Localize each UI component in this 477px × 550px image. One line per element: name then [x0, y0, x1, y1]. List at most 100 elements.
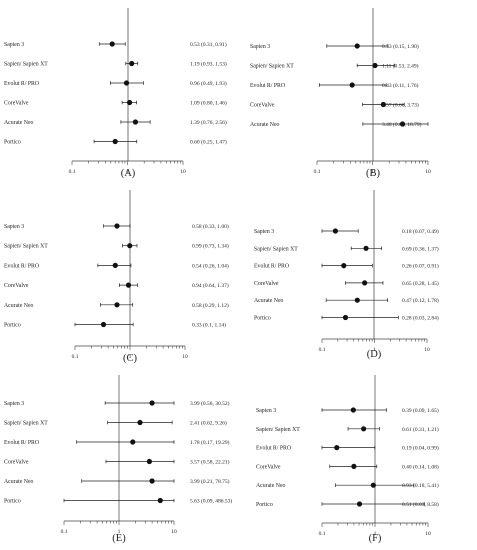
estimate-text: 2.41 (0.62, 9.26): [190, 420, 227, 427]
x-tick-label: 0.1: [319, 531, 326, 537]
point-estimate: [109, 41, 115, 47]
estimate-text: 0.61 (0.31, 1.21): [402, 426, 439, 433]
x-tick-label: 0.1: [72, 354, 79, 360]
point-estimate: [100, 321, 107, 328]
panel-label: (E): [112, 533, 126, 544]
row-label: Evolut R/ PRO: [4, 440, 39, 446]
estimate-text: 1.19 (0.93, 1.53): [190, 61, 227, 68]
row-label: Acurate Neo: [4, 479, 34, 485]
estimate-text: 0.93 (0.18, 5.41): [402, 482, 439, 489]
row-label: CoreValve: [256, 464, 281, 470]
panel-label: (F): [369, 533, 382, 544]
point-estimate: [125, 282, 132, 288]
estimate-text: 1.39 (0.76, 2.56): [190, 119, 227, 126]
panel-label: (C): [123, 353, 138, 364]
x-tick-label: 10: [424, 347, 430, 353]
estimate-text: 0.53 (0.31, 0.91): [190, 41, 227, 48]
estimate-text: 3.99 (0.21, 78.75): [190, 478, 230, 485]
estimate-text: 0.99 (0.73, 1.34): [192, 243, 229, 250]
estimate-text: 1.09 (0.80, 1.46): [190, 100, 227, 107]
point-estimate: [354, 43, 360, 49]
estimate-text: 0.51 (0.03, 8.58): [402, 501, 439, 508]
panel-label: (B): [366, 168, 381, 179]
estimate-text: 0.60 (0.25, 1.47): [190, 139, 227, 146]
estimate-text: 0.58 (0.33, 1.00): [192, 223, 229, 230]
point-estimate: [137, 419, 143, 426]
x-tick-label: 0.1: [61, 529, 68, 535]
point-estimate: [349, 82, 355, 88]
point-estimate: [370, 482, 376, 488]
row-label: Sapien/ Sapien XT: [4, 62, 48, 68]
estimate-text: 1.11 (0.53, 2.49): [382, 63, 419, 70]
row-label: Sapien/ Sapien XT: [256, 427, 300, 433]
point-estimate: [126, 99, 133, 106]
row-label: Portico: [4, 323, 21, 329]
point-estimate: [132, 119, 139, 125]
x-tick-label: 1: [371, 169, 374, 175]
x-tick-label: 1: [374, 531, 377, 537]
point-estimate: [361, 426, 367, 432]
row-label: Acurate Neo: [250, 122, 280, 128]
point-estimate: [351, 463, 357, 469]
estimate-text: 0.33 (0.1, 1.14): [192, 322, 226, 329]
estimate-text: 0.69 (0.36, 1.37): [402, 245, 439, 252]
row-label: Evolut R/ PRO: [250, 83, 285, 89]
row-label: Sapien/ Sapien XT: [254, 246, 298, 252]
x-tick-label: 1: [129, 354, 132, 360]
point-estimate: [112, 262, 118, 268]
x-tick-label: 10: [171, 529, 177, 535]
row-label: Evolut R/ PRO: [254, 264, 289, 270]
row-label: CoreValve: [250, 103, 275, 109]
point-estimate: [114, 302, 120, 308]
point-estimate: [342, 314, 349, 321]
row-label: Sapien 3: [256, 408, 276, 414]
estimate-text: 0.43 (0.11, 1.76): [382, 82, 419, 89]
row-label: Sapien 3: [4, 42, 24, 48]
x-tick-label: 10: [425, 531, 431, 537]
point-estimate: [362, 280, 368, 286]
x-tick-label: 1: [373, 347, 376, 353]
row-label: Acurate Neo: [4, 120, 34, 126]
point-estimate: [149, 400, 155, 406]
estimate-text: 0.54 (0.26, 1.04): [192, 262, 229, 269]
estimate-text: 0.96 (0.49, 1.93): [190, 80, 227, 87]
point-estimate: [149, 478, 155, 484]
estimate-text: 1.57 (0.66, 3.73): [382, 102, 419, 109]
estimate-text: 0.58 (0.29, 1.12): [192, 302, 229, 309]
row-label: Sapien 3: [250, 44, 270, 50]
row-label: Sapien 3: [254, 229, 274, 235]
point-estimate: [123, 80, 130, 86]
estimate-text: 0.18 (0.07, 0.49): [402, 228, 439, 235]
estimate-text: 0.94 (0.64, 1.37): [192, 282, 229, 289]
point-estimate: [380, 101, 386, 108]
x-tick-label: 0.1: [69, 169, 76, 175]
estimate-text: 0.26 (0.07, 0.91): [402, 263, 439, 270]
panel-label: (D): [367, 349, 382, 360]
estimate-text: 0.39 (0.09, 1.65): [402, 407, 439, 414]
point-estimate: [332, 228, 339, 234]
row-label: Portico: [254, 316, 271, 322]
row-label: CoreValve: [4, 460, 29, 466]
row-label: Sapien 3: [4, 401, 24, 407]
estimate-text: 0.47 (0.12, 1.78): [402, 297, 439, 304]
x-tick-label: 10: [182, 354, 188, 360]
estimate-text: 0.53 (0.15, 1.90): [382, 43, 419, 50]
row-label: Portico: [4, 140, 21, 146]
x-tick-label: 0.1: [319, 347, 326, 353]
row-label: Evolut R/ PRO: [4, 263, 39, 269]
row-label: Sapien 3: [4, 224, 24, 230]
point-estimate: [127, 243, 133, 249]
row-label: Sapien/ Sapien XT: [4, 244, 48, 250]
x-tick-label: 0.1: [314, 169, 321, 175]
point-estimate: [372, 62, 378, 69]
panel-label: (A): [121, 168, 136, 179]
point-estimate: [356, 501, 363, 507]
row-label: Portico: [4, 499, 21, 505]
point-estimate: [399, 121, 406, 127]
x-tick-label: 10: [180, 169, 186, 175]
estimate-text: 0.65 (0.28, 1.45): [402, 280, 439, 287]
estimate-text: 0.28 (0.03, 2.84): [402, 315, 439, 322]
point-estimate: [112, 138, 118, 145]
point-estimate: [341, 263, 347, 269]
